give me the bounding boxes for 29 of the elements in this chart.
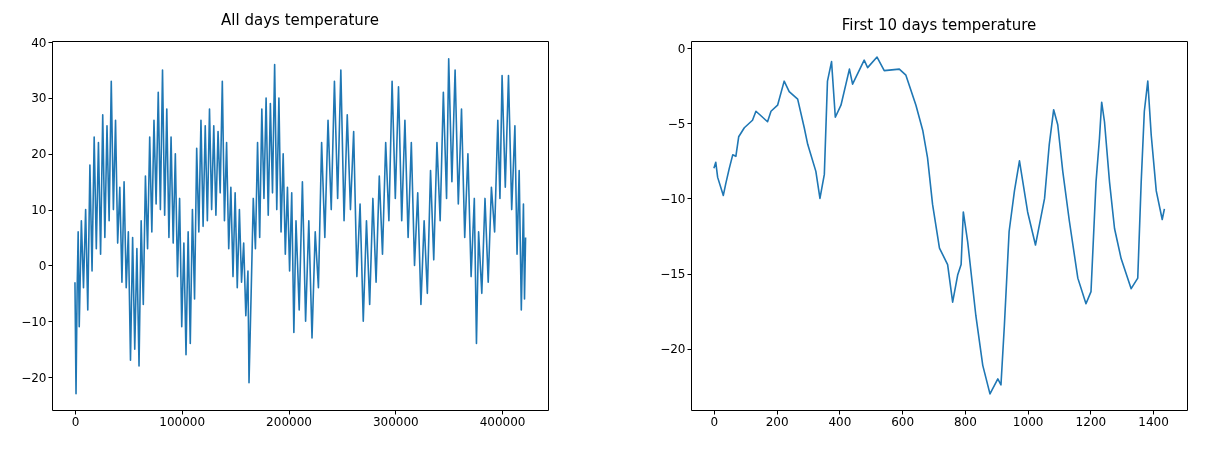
chart-title: All days temperature — [221, 11, 379, 30]
x-tick-label: 800 — [953, 414, 977, 429]
y-tick-label: −20 — [660, 342, 686, 357]
y-tick-label: 0 — [677, 41, 686, 56]
x-tick-label: 300000 — [372, 414, 419, 429]
x-tick-label: 400000 — [479, 414, 526, 429]
x-tick-label: 1400 — [1138, 414, 1169, 429]
x-tick-label: 1000 — [1012, 414, 1044, 429]
y-tick-label: −10 — [21, 314, 47, 329]
x-tick-label: 600 — [891, 414, 915, 429]
y-tick-label: 30 — [31, 91, 47, 106]
x-tick-label: 0 — [710, 414, 719, 429]
y-tick-label: 20 — [31, 147, 47, 162]
y-tick-label: −15 — [660, 267, 686, 282]
line-series — [74, 58, 527, 395]
y-tick-label: 10 — [31, 203, 47, 218]
y-tick-label: 0 — [38, 258, 47, 273]
line-series — [713, 56, 1166, 395]
x-tick-label: 200 — [765, 414, 789, 429]
x-tick-label: 400 — [828, 414, 852, 429]
y-tick-label: 40 — [31, 35, 47, 50]
x-tick-label: 0 — [71, 414, 80, 429]
chart-title: First 10 days temperature — [841, 16, 1037, 34]
y-tick-label: −5 — [667, 116, 686, 131]
x-tick-label: 200000 — [266, 414, 312, 429]
x-tick-label: 100000 — [159, 414, 206, 429]
y-tick-label: −20 — [21, 370, 47, 385]
y-tick-label: −10 — [660, 191, 686, 206]
x-tick-label: 1200 — [1075, 414, 1107, 429]
